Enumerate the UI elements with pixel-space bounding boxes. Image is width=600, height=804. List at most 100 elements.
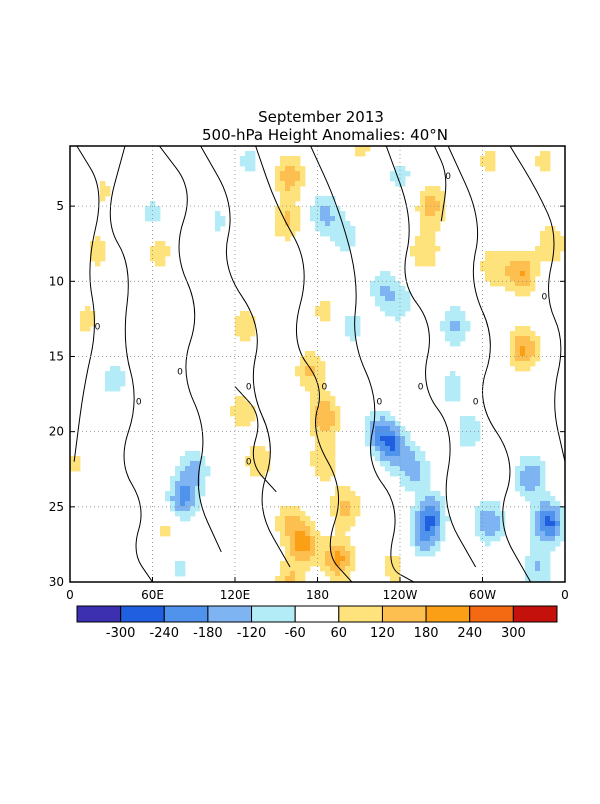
anomaly-cell — [395, 571, 401, 577]
anomaly-cell — [385, 276, 391, 282]
anomaly-cell — [525, 576, 531, 582]
anomaly-cell — [430, 251, 436, 257]
anomaly-cell — [415, 236, 421, 242]
anomaly-cell — [295, 171, 301, 177]
anomaly-cell — [440, 511, 446, 517]
anomaly-cell — [105, 376, 111, 382]
anomaly-cell — [280, 566, 286, 572]
anomaly-cell — [540, 561, 546, 567]
anomaly-cell — [400, 436, 406, 442]
anomaly-cell — [175, 511, 181, 517]
anomaly-cell — [200, 486, 206, 492]
anomaly-cell — [335, 516, 341, 522]
anomaly-cell — [335, 511, 341, 517]
anomaly-cell — [410, 466, 416, 472]
anomaly-cell — [525, 336, 531, 342]
anomaly-cell — [180, 561, 186, 567]
anomaly-cell — [405, 456, 411, 462]
anomaly-cell — [420, 201, 426, 207]
anomaly-cell — [170, 481, 176, 487]
anomaly-cell — [410, 516, 416, 522]
anomaly-cell — [285, 521, 291, 527]
anomaly-cell — [395, 421, 401, 427]
anomaly-cell — [420, 536, 426, 542]
anomaly-cell — [560, 511, 565, 517]
anomaly-cell — [485, 541, 491, 547]
anomaly-cell — [375, 426, 381, 432]
anomaly-cell — [345, 491, 351, 497]
anomaly-cell — [260, 456, 266, 462]
anomaly-cell — [145, 216, 151, 222]
anomaly-cell — [455, 396, 461, 402]
anomaly-cell — [535, 526, 541, 532]
anomaly-cell — [430, 521, 436, 527]
anomaly-cell — [240, 406, 246, 412]
anomaly-cell — [390, 296, 396, 302]
anomaly-cell — [310, 426, 316, 432]
anomaly-cell — [430, 186, 436, 192]
anomaly-cell — [310, 396, 316, 402]
anomaly-cell — [240, 316, 246, 322]
anomaly-cell — [500, 531, 506, 537]
anomaly-cell — [410, 536, 416, 542]
anomaly-cell — [525, 326, 531, 332]
anomaly-cell — [435, 516, 441, 522]
anomaly-cell — [300, 516, 306, 522]
anomaly-cell — [195, 481, 201, 487]
anomaly-cell — [185, 501, 191, 507]
anomaly-cell — [175, 561, 181, 567]
anomaly-cell — [330, 451, 336, 457]
anomaly-cell — [190, 486, 196, 492]
anomaly-cell — [545, 491, 551, 497]
anomaly-cell — [400, 286, 406, 292]
anomaly-cell — [505, 266, 511, 272]
anomaly-cell — [285, 516, 291, 522]
anomaly-cell — [490, 281, 496, 287]
anomaly-cell — [305, 516, 311, 522]
anomaly-cell — [330, 471, 336, 477]
anomaly-cell — [405, 291, 411, 297]
anomaly-cell — [435, 201, 441, 207]
anomaly-cell — [460, 421, 466, 427]
anomaly-cell — [330, 441, 336, 447]
anomaly-cell — [195, 496, 201, 502]
anomaly-cell — [245, 326, 251, 332]
anomaly-cell — [275, 166, 281, 172]
anomaly-cell — [335, 496, 341, 502]
anomaly-cell — [430, 191, 436, 197]
anomaly-cell — [535, 266, 541, 272]
anomaly-cell — [245, 406, 251, 412]
anomaly-cell — [445, 336, 451, 342]
contour-label: 0 — [95, 322, 101, 332]
anomaly-cell — [385, 426, 391, 432]
anomaly-cell — [365, 431, 371, 437]
anomaly-cell — [490, 261, 496, 267]
anomaly-cell — [200, 491, 206, 497]
anomaly-cell — [165, 246, 171, 252]
anomaly-cell — [555, 246, 561, 252]
anomaly-cell — [420, 506, 426, 512]
anomaly-cell — [330, 511, 336, 517]
anomaly-cell — [545, 571, 551, 577]
anomaly-cell — [290, 541, 296, 547]
colorbar-swatch — [512, 605, 558, 623]
anomaly-cell — [300, 566, 306, 572]
anomaly-cell — [300, 556, 306, 562]
anomaly-cell — [540, 566, 546, 572]
anomaly-cell — [245, 461, 251, 467]
anomaly-cell — [485, 271, 491, 277]
anomaly-cell — [470, 416, 476, 422]
x-tick-label: 60E — [141, 588, 164, 602]
anomaly-cell — [530, 281, 536, 287]
anomaly-cell — [290, 576, 296, 582]
anomaly-cell — [345, 526, 351, 532]
anomaly-cell — [250, 446, 256, 452]
anomaly-cell — [320, 301, 326, 307]
anomaly-cell — [340, 506, 346, 512]
zero-contour-line — [109, 146, 153, 582]
anomaly-cell — [535, 511, 541, 517]
anomaly-cell — [290, 171, 296, 177]
anomaly-cell — [530, 336, 536, 342]
anomaly-cell — [185, 511, 191, 517]
anomaly-cell — [435, 496, 441, 502]
